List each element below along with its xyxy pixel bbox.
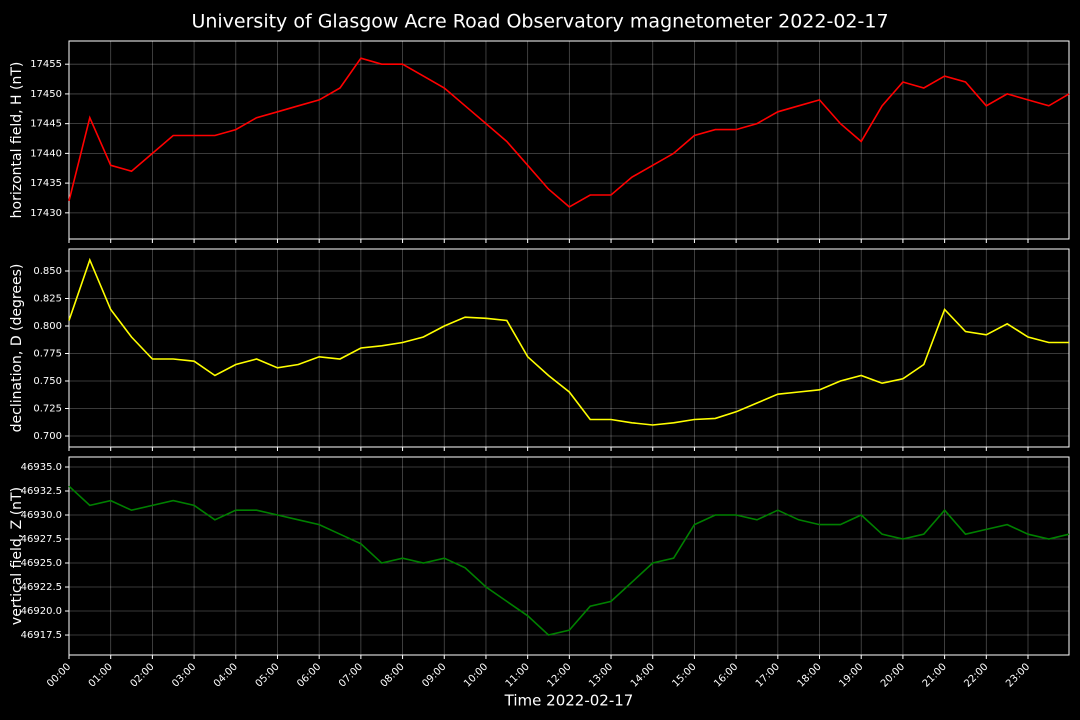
y-tick-label: 0.750	[33, 376, 62, 387]
y-tick-label: 46922.5	[21, 582, 62, 593]
y-tick-label: 17445	[30, 119, 62, 130]
plot-area	[68, 248, 1070, 448]
y-tick-label: 46925.0	[21, 558, 62, 569]
y-tick-label: 17430	[30, 208, 62, 219]
y-tick-label: 17455	[30, 59, 62, 70]
y-tick-label: 46935.0	[21, 462, 62, 473]
y-axis-label: declination, D (degrees)	[9, 264, 25, 433]
y-tick-label: 0.800	[33, 321, 62, 332]
y-tick-label: 0.775	[33, 349, 62, 360]
y-tick-label: 46920.0	[21, 606, 62, 617]
data-line	[68, 57, 1070, 208]
data-line	[68, 485, 1070, 636]
y-tick-label: 46927.5	[21, 534, 62, 545]
y-tick-label: 17440	[30, 148, 62, 159]
y-tick-label: 46930.0	[21, 510, 62, 521]
chart-title: University of Glasgow Acre Road Observat…	[191, 11, 888, 33]
y-tick-label: 0.725	[33, 404, 62, 415]
y-tick-label: 0.825	[33, 294, 62, 305]
y-tick-label: 0.700	[33, 431, 62, 442]
y-tick-label: 0.850	[33, 266, 62, 277]
x-axis-label: Time 2022-02-17	[504, 692, 634, 710]
data-line	[68, 257, 1069, 426]
y-tick-label: 17450	[30, 89, 62, 100]
y-axis-label: vertical field, Z (nT)	[9, 487, 25, 625]
y-axis-label: horizontal field, H (nT)	[9, 62, 25, 219]
y-tick-label: 46917.5	[21, 630, 62, 641]
y-tick-label: 17435	[30, 178, 62, 189]
y-tick-label: 46932.5	[21, 486, 62, 497]
plot-area	[68, 456, 1070, 656]
